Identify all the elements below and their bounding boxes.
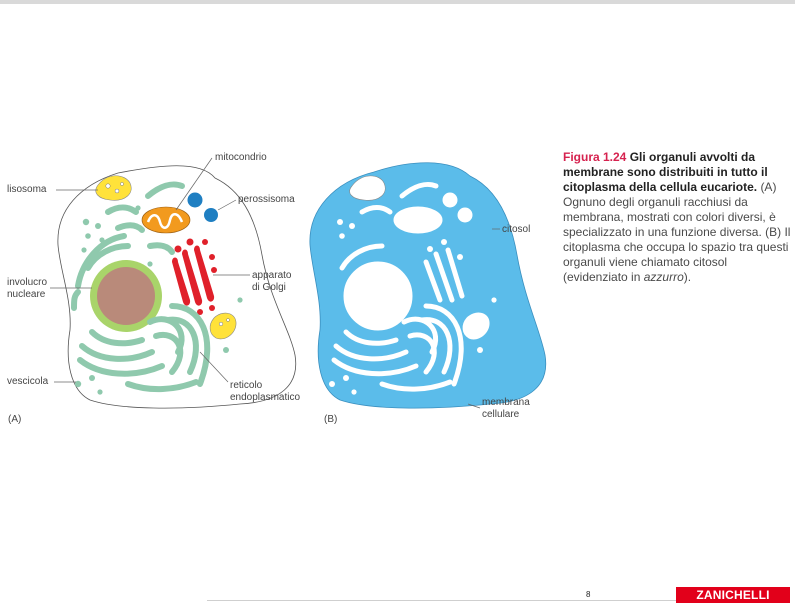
label-involucro-line1: involucro (7, 277, 48, 288)
golgi-apparatus (172, 238, 217, 315)
lysosome (95, 175, 132, 201)
label-mitocondrio: mitocondrio (215, 152, 267, 163)
panel-b-tag: (B) (324, 414, 338, 425)
caption-body-end: ). (683, 270, 692, 284)
caption-body: (A) Ognuno degli organuli racchiusi da m… (563, 180, 791, 284)
peroxisome (187, 192, 203, 208)
brand-logo: ZANICHELLI (676, 587, 790, 603)
top-border (0, 0, 795, 4)
endoplasmic-reticulum (71, 181, 211, 393)
label-vescicola: vescicola (7, 376, 49, 387)
vesicles (74, 205, 243, 395)
label-reticolo-line2: endoplasmatico (230, 392, 301, 403)
label-lisosoma: lisosoma (7, 184, 47, 195)
caption-italic: azzurro (643, 270, 684, 284)
label-membrana-line2: cellulare (482, 409, 520, 420)
cytosol-region (309, 162, 547, 409)
caption-heading: Gli organuli avvolti da membrane sono di… (563, 150, 768, 194)
peroxisome-2 (204, 208, 218, 222)
figure-caption: Figura 1.24 Gli organuli avvolti da memb… (563, 150, 791, 285)
label-apparato-line2: di Golgi (252, 282, 286, 293)
label-apparato-line1: apparato (252, 270, 292, 281)
label-membrana-line1: membrana (482, 397, 530, 408)
page-number: 8 (586, 590, 591, 599)
label-citosol: citosol (502, 224, 531, 235)
footer-divider (207, 600, 677, 601)
caption-figure-number: Figura 1.24 (563, 150, 627, 164)
mitochondrion (141, 206, 191, 234)
label-involucro-line2: nucleare (7, 289, 46, 300)
cell-b (309, 162, 547, 409)
cell-a (50, 157, 297, 409)
nucleus (97, 267, 155, 325)
panel-a-tag: (A) (8, 414, 22, 425)
label-perossisoma: perossisoma (238, 194, 295, 205)
label-reticolo-line1: reticolo (230, 380, 263, 391)
